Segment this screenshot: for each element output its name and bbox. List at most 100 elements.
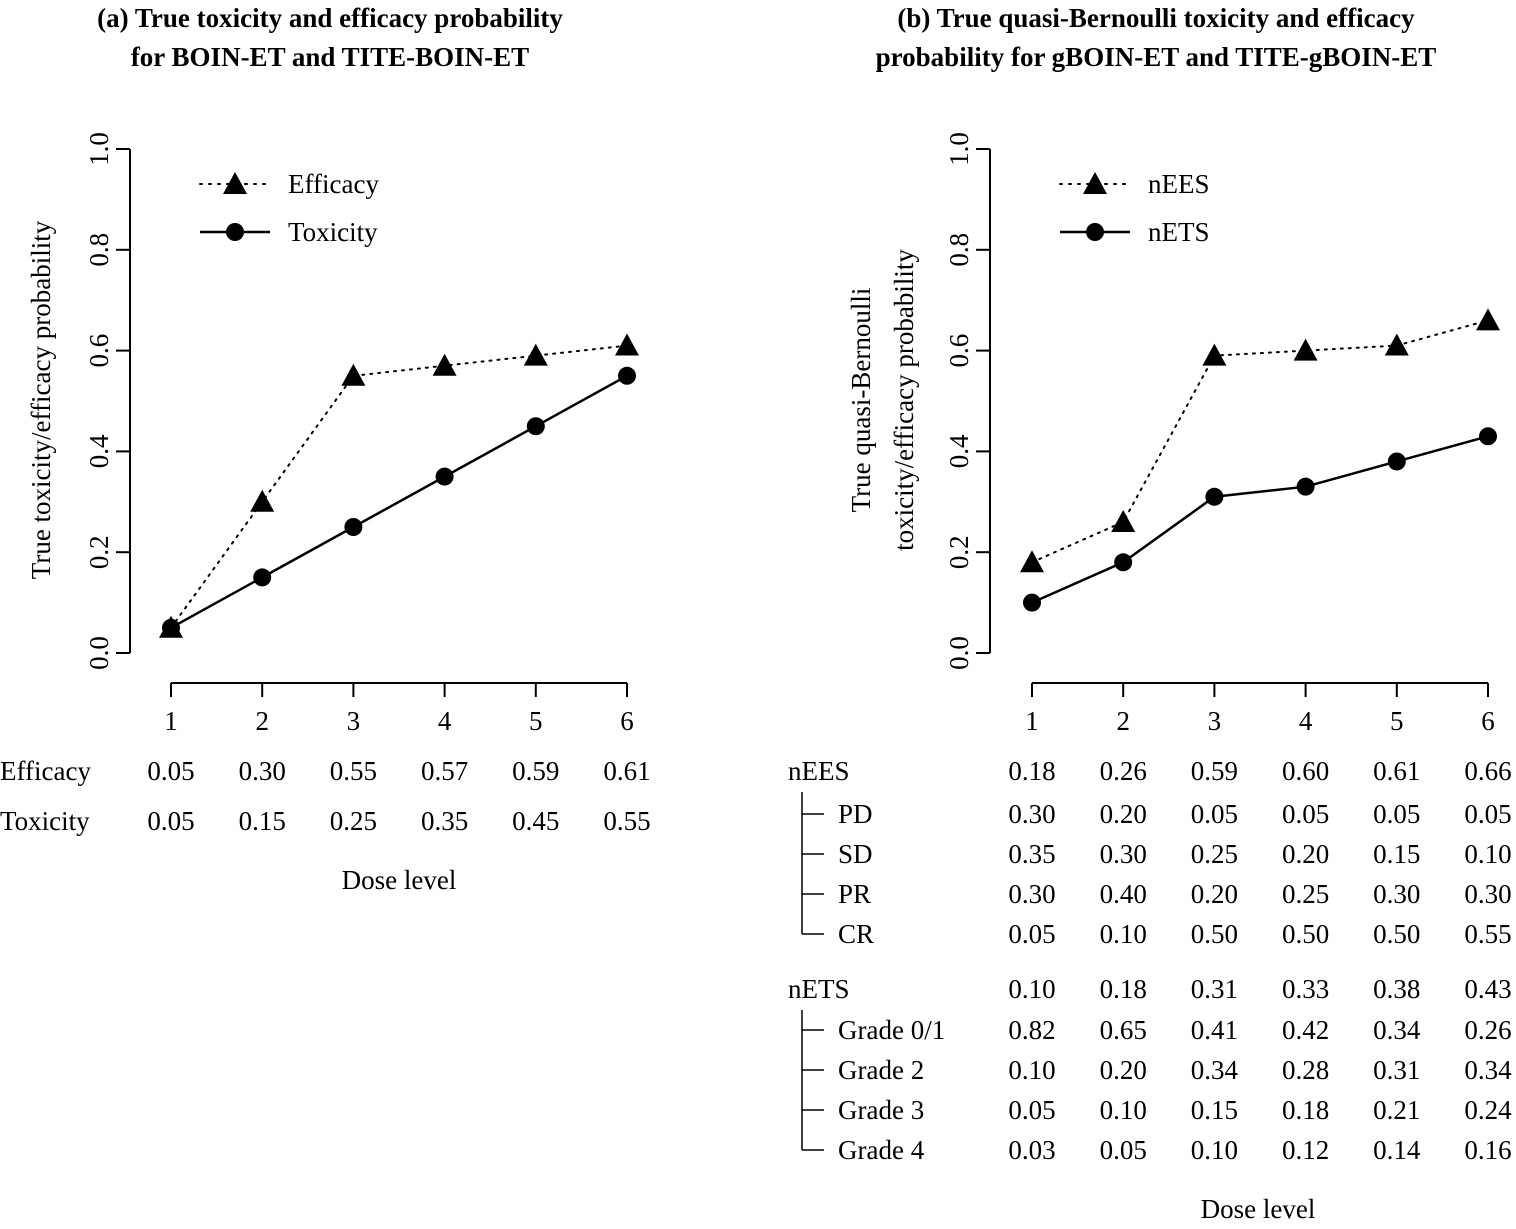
panel-a-y-tick-label: 0.6 [84, 334, 114, 368]
panel-b-series-line-nets [1031, 435, 1489, 604]
panel-a-legend: Efficacy Toxicity [199, 169, 379, 247]
panel-b-table-cell: 0.10 [1100, 919, 1147, 949]
panel-b-table-cell: 0.05 [1100, 1135, 1147, 1165]
panel-b-y-tick-label: 0.0 [944, 636, 974, 670]
panel-a-axes: 0.0 0.2 0.4 0.6 0.8 1.0 1 2 3 4 5 6 [84, 132, 634, 736]
panel-b-table-cell: 0.15 [1373, 839, 1420, 869]
panel-b-table-cell: 0.24 [1464, 1095, 1512, 1125]
panel-b-table-cell: 0.20 [1282, 839, 1329, 869]
panel-a-table-cell: 0.25 [330, 806, 377, 836]
panel-b-x-tick-label: 3 [1208, 706, 1222, 736]
panel-b-table-row-label: PD [838, 799, 873, 829]
panel-b-table-cell: 0.30 [1008, 879, 1055, 909]
panel-a-series [159, 333, 639, 638]
panel-a-table-cell: 0.30 [239, 756, 286, 786]
panel-b-table-cell: 0.18 [1100, 974, 1147, 1004]
panel-b-table-cell: 0.43 [1464, 974, 1511, 1004]
panel-a-circle-point [618, 366, 636, 385]
panel-a: (a) True toxicity and efficacy probabili… [0, 3, 651, 895]
panel-a-series-line-toxicity [170, 374, 628, 629]
panel-a-triangle-point [432, 353, 457, 376]
panel-b-table-cell: 0.34 [1191, 1055, 1239, 1085]
panel-b-table-row-label: Grade 4 [838, 1135, 925, 1165]
panel-b-table-cell: 0.66 [1464, 756, 1511, 786]
panel-b-triangle-point [1111, 509, 1136, 532]
panel-b-table-cell: 0.33 [1282, 974, 1329, 1004]
panel-b-table-cell: 0.60 [1282, 756, 1329, 786]
panel-b-table-group-label: nEES [788, 756, 850, 786]
panel-b-table-cell: 0.42 [1282, 1015, 1329, 1045]
panel-a-triangle-point [341, 363, 366, 386]
panel-b-triangle-point [1202, 343, 1227, 366]
panel-b-table-row-label: CR [838, 919, 874, 949]
panel-b-triangle-point [1476, 308, 1500, 331]
panel-b-x-tick-label: 6 [1481, 706, 1495, 736]
panel-b: (b) True quasi-Bernoulli toxicity and ef… [788, 3, 1512, 1224]
panel-a-y-tick-label: 1.0 [84, 132, 114, 166]
panel-b-table-cell: 0.05 [1464, 799, 1511, 829]
panel-b-table-cell: 0.34 [1464, 1055, 1512, 1085]
panel-b-table-cell: 0.38 [1373, 974, 1420, 1004]
panel-b-table-cell: 0.18 [1008, 756, 1055, 786]
panel-b-y-axis-label-line1: True quasi-Bernoulli [846, 288, 876, 513]
panel-a-circle-point [162, 618, 180, 637]
panel-a-table-cell: 0.05 [147, 806, 194, 836]
panel-b-triangle-point [1020, 550, 1044, 573]
panel-b-table-cell: 0.65 [1100, 1015, 1147, 1045]
panel-b-table-row-label: PR [838, 879, 871, 909]
panel-a-x-tick-label: 5 [529, 706, 543, 736]
panel-a-legend-label: Efficacy [288, 169, 379, 199]
panel-b-table-cell: 0.18 [1282, 1095, 1329, 1125]
panel-b-x-tick-label: 2 [1116, 706, 1130, 736]
panel-b-table-cell: 0.20 [1191, 879, 1238, 909]
panel-b-y-tick-label: 0.8 [944, 233, 974, 267]
panel-b-circle-point [1387, 452, 1406, 471]
panel-b-table-row-label: Grade 2 [838, 1055, 924, 1085]
panel-a-y-axis-label: True toxicity/efficacy probability [26, 220, 56, 579]
panel-b-title-line1: (b) True quasi-Bernoulli toxicity and ef… [897, 3, 1415, 33]
panel-b-table-cell: 0.05 [1282, 799, 1329, 829]
panel-b-table-cell: 0.16 [1464, 1135, 1511, 1165]
panel-b-table-cell: 0.26 [1464, 1015, 1511, 1045]
panel-a-title-line2: for BOIN-ET and TITE-BOIN-ET [131, 42, 529, 72]
panel-a-table-cell: 0.15 [239, 806, 286, 836]
panel-b-table-cell: 0.10 [1464, 839, 1511, 869]
panel-b-y-tick-label: 0.6 [944, 334, 974, 368]
panel-a-y-tick-label: 0.4 [84, 434, 114, 468]
panel-b-legend-label: nETS [1148, 217, 1210, 247]
panel-b-x-tick-label: 4 [1299, 706, 1313, 736]
panel-a-x-axis-label: Dose level [342, 865, 457, 895]
panel-a-x-tick-label: 6 [620, 706, 634, 736]
panel-b-x-tick-label: 5 [1390, 706, 1404, 736]
panel-b-table-cell: 0.10 [1100, 1095, 1147, 1125]
panel-b-circle-point [1023, 593, 1041, 612]
panel-b-table-cell: 0.21 [1373, 1095, 1420, 1125]
panel-b-table-cell: 0.10 [1008, 1055, 1055, 1085]
panel-a-x-tick-label: 3 [347, 706, 361, 736]
panel-b-circle-point [1479, 427, 1497, 446]
panel-a-table-cell: 0.55 [330, 756, 377, 786]
panel-b-table-group-label: nETS [788, 974, 850, 1004]
panel-b-title-line2: probability for gBOIN-ET and TITE-gBOIN-… [876, 42, 1437, 72]
panel-a-circle-point [435, 467, 454, 486]
panel-a-circle-point [253, 568, 272, 587]
panel-b-triangle-point [1384, 333, 1409, 356]
panel-a-table: Efficacy 0.05 0.30 0.55 0.57 0.59 0.61 Toxicity… [0, 756, 651, 836]
panel-a-title-line1: (a) True toxicity and efficacy probabili… [97, 3, 563, 33]
panel-b-table-cell: 0.30 [1008, 799, 1055, 829]
panel-b-table-cell: 0.31 [1373, 1055, 1420, 1085]
panel-b-table-cell: 0.14 [1373, 1135, 1421, 1165]
panel-b-table-cell: 0.34 [1373, 1015, 1421, 1045]
panel-a-circle-point [526, 417, 545, 436]
panel-a-table-cell: 0.57 [421, 756, 468, 786]
panel-a-legend-triangle-marker [223, 172, 247, 194]
panel-b-legend-circle-marker [1086, 223, 1104, 241]
panel-a-legend-label: Toxicity [288, 217, 378, 247]
panel-b-table-cell: 0.30 [1373, 879, 1420, 909]
panel-b-legend-label: nEES [1148, 169, 1210, 199]
panel-b-table-cell: 0.03 [1008, 1135, 1055, 1165]
panel-b-table-row-label: SD [838, 839, 873, 869]
panel-a-table-cell: 0.55 [603, 806, 650, 836]
panel-b-table-cell: 0.05 [1373, 799, 1420, 829]
